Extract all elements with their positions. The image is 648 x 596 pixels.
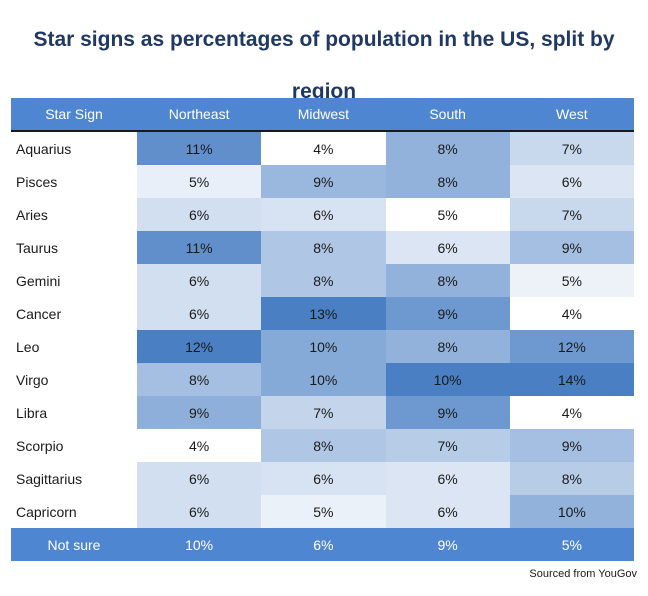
row-label: Leo: [11, 330, 137, 363]
row-label: Taurus: [11, 231, 137, 264]
heat-cell: 6%: [137, 495, 262, 528]
column-header-star-sign: Star Sign: [11, 98, 137, 132]
heat-cell: 4%: [509, 297, 634, 330]
heat-cell: 8%: [261, 231, 386, 264]
footer-value: 6%: [261, 528, 386, 561]
heat-cell: 8%: [385, 330, 510, 363]
heat-cell: 8%: [385, 264, 510, 297]
footer-value: 5%: [509, 528, 634, 561]
table-row: Aquarius 11% 4% 8% 7%: [11, 131, 634, 165]
heat-cell: 6%: [137, 264, 262, 297]
heat-cell: 12%: [137, 330, 262, 363]
heat-cell: 8%: [385, 131, 510, 165]
footer-row-not-sure: Not sure 10% 6% 9% 5%: [11, 528, 634, 561]
heat-cell: 10%: [261, 330, 386, 363]
heat-cell: 8%: [261, 264, 386, 297]
heat-cell: 13%: [261, 297, 386, 330]
column-header-west: West: [509, 98, 634, 132]
heat-cell: 9%: [137, 396, 262, 429]
row-label: Gemini: [11, 264, 137, 297]
row-label: Cancer: [11, 297, 137, 330]
heat-cell: 5%: [137, 165, 262, 198]
column-header-midwest: Midwest: [261, 98, 386, 132]
heat-cell: 7%: [385, 429, 510, 462]
row-label: Aries: [11, 198, 137, 231]
heat-cell: 6%: [137, 297, 262, 330]
footer-value: 10%: [137, 528, 262, 561]
heat-cell: 6%: [137, 198, 262, 231]
heat-cell: 6%: [385, 462, 510, 495]
heat-cell: 11%: [137, 231, 262, 264]
heat-cell: 12%: [509, 330, 634, 363]
table-row: Aries 6% 6% 5% 7%: [11, 198, 634, 231]
source-note: Sourced from YouGov: [529, 568, 637, 580]
table-row: Taurus 11% 8% 6% 9%: [11, 231, 634, 264]
table-row: Gemini 6% 8% 8% 5%: [11, 264, 634, 297]
heat-cell: 9%: [261, 165, 386, 198]
row-label: Scorpio: [11, 429, 137, 462]
table-row: Capricorn 6% 5% 6% 10%: [11, 495, 634, 528]
column-header-south: South: [385, 98, 510, 132]
heatmap-table: Star Sign Northeast Midwest South West A…: [11, 98, 634, 561]
heat-cell: 5%: [261, 495, 386, 528]
heat-cell: 7%: [261, 396, 386, 429]
heat-cell: 6%: [509, 165, 634, 198]
heat-cell: 4%: [137, 429, 262, 462]
table-body: Aquarius 11% 4% 8% 7% Pisces 5% 9% 8% 6% Aries 6% 6%…: [11, 131, 634, 528]
row-label: Pisces: [11, 165, 137, 198]
chart-title: Star signs as percentages of population …: [33, 28, 615, 103]
heat-cell: 8%: [261, 429, 386, 462]
table-row: Virgo 8% 10% 10% 14%: [11, 363, 634, 396]
table-row: Libra 9% 7% 9% 4%: [11, 396, 634, 429]
heat-cell: 8%: [385, 165, 510, 198]
table-row: Pisces 5% 9% 8% 6%: [11, 165, 634, 198]
heat-cell: 6%: [261, 462, 386, 495]
heat-cell: 9%: [385, 396, 510, 429]
heat-cell: 6%: [385, 495, 510, 528]
heat-cell: 9%: [385, 297, 510, 330]
footer-value: 9%: [385, 528, 510, 561]
heat-cell: 6%: [137, 462, 262, 495]
heat-cell: 9%: [509, 231, 634, 264]
heat-cell: 10%: [261, 363, 386, 396]
header-row: Star Sign Northeast Midwest South West: [11, 98, 634, 132]
heat-cell: 5%: [509, 264, 634, 297]
table-row: Cancer 6% 13% 9% 4%: [11, 297, 634, 330]
heat-cell: 10%: [509, 495, 634, 528]
footer-label: Not sure: [11, 528, 137, 561]
row-label: Aquarius: [11, 131, 137, 165]
column-header-northeast: Northeast: [137, 98, 262, 132]
heat-cell: 10%: [385, 363, 510, 396]
heat-cell: 4%: [261, 131, 386, 165]
row-label: Sagittarius: [11, 462, 137, 495]
heat-cell: 14%: [509, 363, 634, 396]
heat-cell: 11%: [137, 131, 262, 165]
row-label: Capricorn: [11, 495, 137, 528]
row-label: Libra: [11, 396, 137, 429]
heat-cell: 6%: [261, 198, 386, 231]
heat-cell: 5%: [385, 198, 510, 231]
table-row: Sagittarius 6% 6% 6% 8%: [11, 462, 634, 495]
heat-cell: 4%: [509, 396, 634, 429]
heat-cell: 7%: [509, 131, 634, 165]
row-label: Virgo: [11, 363, 137, 396]
heat-cell: 8%: [509, 462, 634, 495]
table-row: Leo 12% 10% 8% 12%: [11, 330, 634, 363]
heat-cell: 8%: [137, 363, 262, 396]
heat-cell: 9%: [509, 429, 634, 462]
heat-cell: 6%: [385, 231, 510, 264]
table-row: Scorpio 4% 8% 7% 9%: [11, 429, 634, 462]
heat-cell: 7%: [509, 198, 634, 231]
